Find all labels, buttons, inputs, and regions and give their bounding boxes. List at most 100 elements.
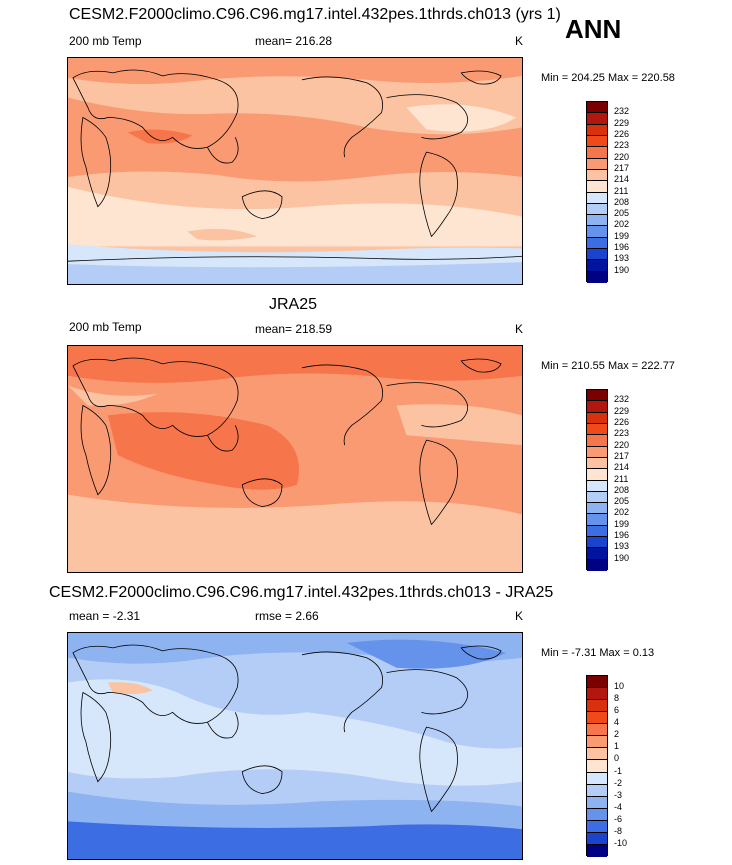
- colorbar-tick-label: -1: [614, 765, 623, 776]
- panel1-mean-label: mean= 216.28: [255, 34, 333, 48]
- colorbar-tick-label: 8: [614, 693, 620, 704]
- panel1-minmax: Min = 204.25 Max = 220.58: [541, 72, 675, 84]
- colorbar-tick-label: -6: [614, 813, 623, 824]
- colorbar-swatch: [587, 147, 607, 159]
- colorbar-tick-label: 217: [614, 162, 630, 173]
- colorbar-swatch: [587, 102, 607, 114]
- colorbar-tick-label: 223: [614, 428, 630, 439]
- colorbar-swatch: [587, 457, 607, 470]
- colorbar-tick-label: 199: [614, 518, 630, 529]
- colorbar-tick-label: 229: [614, 117, 630, 128]
- colorbar-swatch: [587, 736, 607, 749]
- panel3-map: [67, 632, 523, 860]
- colorbar-swatch: [587, 559, 607, 571]
- colorbar-tick-label: 196: [614, 530, 630, 541]
- colorbar-tick-label: 226: [614, 416, 630, 427]
- colorbar-swatch: [587, 412, 607, 424]
- panel2-map-plot: [68, 346, 522, 572]
- colorbar-swatch: [587, 700, 607, 713]
- colorbar-swatch: [587, 249, 607, 261]
- colorbar-swatch: [587, 260, 607, 272]
- colorbar-tick-label: 217: [614, 450, 630, 461]
- colorbar-swatch: [587, 525, 607, 538]
- panel3-colorbar: [586, 675, 608, 857]
- colorbar-swatch: [587, 844, 607, 857]
- panel3-title: CESM2.F2000climo.C96.C96.mg17.intel.432p…: [49, 584, 554, 601]
- colorbar-tick-label: 214: [614, 174, 630, 185]
- colorbar-swatch: [587, 712, 607, 725]
- colorbar-tick-label: 193: [614, 253, 630, 264]
- colorbar-swatch: [587, 390, 607, 402]
- panel3-mean-label: mean = -2.31: [69, 609, 141, 623]
- colorbar-tick-label: 223: [614, 140, 630, 151]
- panel2-units: K: [515, 322, 524, 336]
- colorbar-tick-label: 208: [614, 484, 630, 495]
- colorbar-swatch: [587, 491, 607, 504]
- panel1-colorbar: [586, 101, 608, 283]
- panel1-variable-label: 200 mb Temp: [69, 34, 142, 48]
- colorbar-tick-label: 190: [614, 552, 630, 563]
- panel2-title: JRA25: [269, 296, 318, 313]
- colorbar-swatch: [587, 760, 607, 773]
- colorbar-tick-label: -2: [614, 777, 623, 788]
- colorbar-tick-label: 4: [614, 717, 620, 728]
- colorbar-tick-label: 10: [614, 681, 625, 692]
- colorbar-swatch: [587, 503, 607, 515]
- colorbar-tick-label: -10: [614, 837, 628, 848]
- colorbar-tick-label: 211: [614, 185, 629, 196]
- colorbar-swatch: [587, 784, 607, 797]
- colorbar-swatch: [587, 469, 607, 481]
- panel3-minmax: Min = -7.31 Max = 0.13: [541, 647, 655, 659]
- colorbar-swatch: [587, 748, 607, 761]
- colorbar-tick-label: 226: [614, 128, 630, 139]
- panel1-units: K: [515, 34, 524, 48]
- colorbar-tick-label: -3: [614, 789, 623, 800]
- colorbar-swatch: [587, 401, 607, 413]
- colorbar-swatch: [587, 113, 607, 125]
- colorbar-swatch: [587, 203, 607, 216]
- colorbar-tick-label: 0: [614, 753, 620, 764]
- colorbar-swatch: [587, 808, 607, 821]
- season-label: ANN: [565, 14, 622, 44]
- colorbar-swatch: [587, 820, 607, 833]
- colorbar-tick-label: 196: [614, 242, 630, 253]
- colorbar-swatch: [587, 446, 607, 458]
- panel2-variable-label: 200 mb Temp: [69, 320, 142, 334]
- colorbar-swatch: [587, 688, 607, 701]
- colorbar-swatch: [587, 423, 607, 436]
- colorbar-swatch: [587, 480, 607, 492]
- colorbar-swatch: [587, 537, 607, 549]
- colorbar-tick-label: -8: [614, 825, 623, 836]
- panel3-units: K: [515, 609, 524, 623]
- colorbar-swatch: [587, 124, 607, 136]
- colorbar-swatch: [587, 832, 607, 845]
- colorbar-tick-label: 6: [614, 705, 620, 716]
- colorbar-swatch: [587, 192, 607, 204]
- colorbar-swatch: [587, 237, 607, 250]
- colorbar-tick-label: 205: [614, 208, 630, 219]
- colorbar-tick-label: 190: [614, 264, 630, 275]
- panel3-rmse-label: rmse = 2.66: [255, 609, 319, 623]
- colorbar-tick-label: 202: [614, 507, 630, 518]
- colorbar-tick-label: 202: [614, 219, 630, 230]
- colorbar-tick-label: 208: [614, 196, 630, 207]
- panel1-title: CESM2.F2000climo.C96.C96.mg17.intel.432p…: [69, 6, 561, 23]
- colorbar-swatch: [587, 772, 607, 785]
- colorbar-tick-label: 1: [614, 741, 620, 752]
- colorbar-swatch: [587, 158, 607, 170]
- panel2-minmax: Min = 210.55 Max = 222.77: [541, 360, 675, 372]
- colorbar-tick-label: 2: [614, 729, 620, 740]
- colorbar-tick-label: 220: [614, 439, 630, 450]
- colorbar-swatch: [587, 135, 607, 148]
- colorbar-tick-label: 214: [614, 462, 630, 473]
- colorbar-tick-label: 193: [614, 541, 630, 552]
- colorbar-tick-label: -4: [614, 801, 623, 812]
- colorbar-tick-label: 205: [614, 496, 630, 507]
- colorbar-swatch: [587, 724, 607, 737]
- panel2-colorbar: [586, 389, 608, 571]
- colorbar-tick-label: 211: [614, 473, 629, 484]
- colorbar-swatch: [587, 169, 607, 182]
- colorbar-tick-label: 199: [614, 230, 630, 241]
- panel1-map: [67, 57, 523, 285]
- colorbar-tick-label: 220: [614, 151, 630, 162]
